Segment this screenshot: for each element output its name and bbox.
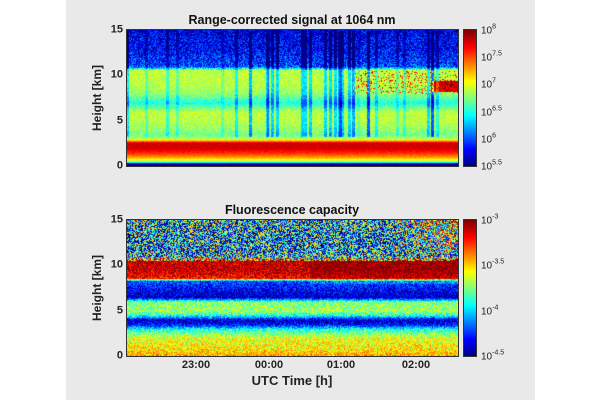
signal-heatmap bbox=[126, 29, 459, 167]
y-tick-label: 5 bbox=[116, 304, 123, 317]
y-tick-label: 0 bbox=[116, 349, 123, 362]
panel2-ylabel: Height [km] bbox=[90, 255, 104, 321]
y-tick-label: 10 bbox=[110, 68, 123, 81]
y-tick-label: 0 bbox=[116, 159, 123, 172]
colorbar-tick-label: 10-4.5 bbox=[481, 349, 505, 363]
colorbar-tick-label: 106 bbox=[481, 132, 497, 146]
x-axis-label: UTC Time [h] bbox=[251, 373, 333, 388]
colorbar-tick-label: 10-3.5 bbox=[481, 258, 505, 272]
panel1-ylabel: Height [km] bbox=[90, 65, 104, 131]
x-tick-label: 02:00 bbox=[401, 359, 431, 371]
colorbar-tick-label: 108 bbox=[481, 23, 497, 37]
y-tick-label: 15 bbox=[110, 213, 123, 226]
y-tick-label: 5 bbox=[116, 114, 123, 127]
fluorescence-heatmap bbox=[126, 219, 459, 357]
colorbar-tick-label: 10-3 bbox=[481, 213, 499, 227]
x-tick-label: 23:00 bbox=[181, 359, 211, 371]
colorbar-tick-label: 105.5 bbox=[481, 159, 502, 173]
panel1-title: Range-corrected signal at 1064 nm bbox=[188, 13, 396, 27]
signal-colorbar bbox=[463, 29, 477, 167]
y-tick-label: 10 bbox=[110, 258, 123, 271]
colorbar-tick-label: 107.5 bbox=[481, 50, 502, 64]
fluorescence-colorbar bbox=[463, 219, 477, 357]
x-tick-label: 00:00 bbox=[254, 359, 284, 371]
panel2-title: Fluorescence capacity bbox=[224, 203, 360, 217]
colorbar-tick-label: 10-4 bbox=[481, 304, 499, 318]
x-tick-label: 01:00 bbox=[326, 359, 356, 371]
colorbar-tick-label: 106.5 bbox=[481, 105, 502, 119]
y-tick-label: 15 bbox=[110, 23, 123, 36]
colorbar-tick-label: 107 bbox=[481, 77, 497, 91]
